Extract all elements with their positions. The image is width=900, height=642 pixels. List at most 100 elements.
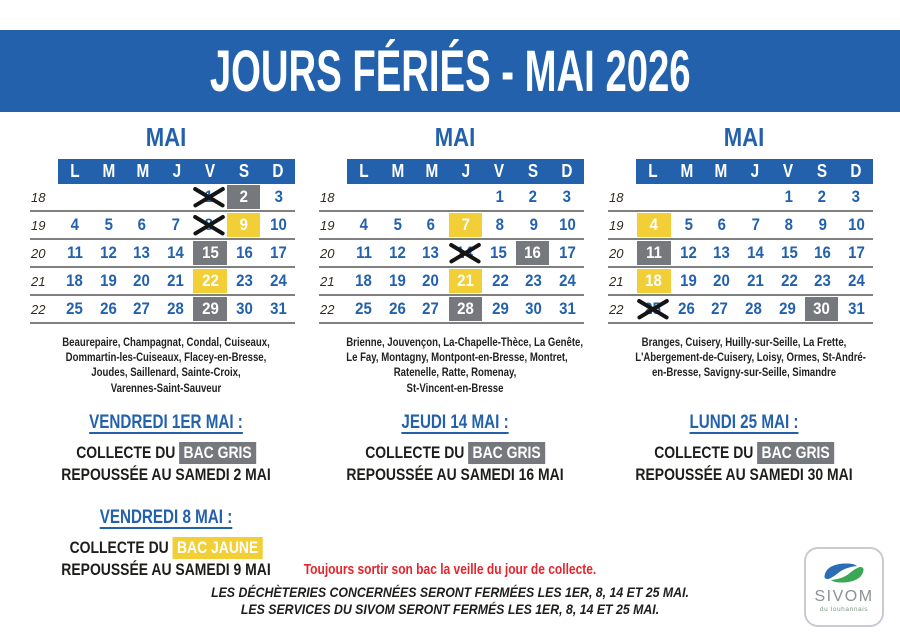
day-cell: 20	[125, 268, 159, 294]
day-number: 30	[236, 299, 254, 318]
day-cell-gray: 15	[192, 240, 228, 266]
day-cell	[125, 184, 159, 210]
day-cell: 23	[806, 268, 840, 294]
day-header: D	[561, 161, 573, 181]
day-cell: 12	[381, 240, 415, 266]
day-cell: 6	[414, 212, 448, 238]
notice-prefix: COLLECTE DU	[654, 443, 754, 462]
day-cell: 27	[125, 296, 159, 322]
logo-subtitle: du louhannais	[819, 606, 869, 614]
day-number: 7	[461, 215, 470, 234]
day-cell	[159, 184, 193, 210]
day-cell: 6	[705, 212, 739, 238]
day-number: 16	[814, 243, 832, 262]
day-cell: 9	[517, 212, 551, 238]
notice-line-1: COLLECTE DU BAC GRIS	[343, 442, 566, 464]
day-cell: 19	[92, 268, 126, 294]
day-number: 8	[495, 215, 505, 234]
notice-heading: LUNDI 25 MAI :	[689, 412, 799, 433]
day-number: 16	[524, 243, 542, 262]
day-number: 23	[525, 271, 543, 290]
day-cell	[92, 184, 126, 210]
day-header: M	[680, 161, 694, 181]
day-cell: 18	[347, 268, 381, 294]
calendar-week-row: 20 11 12 13 14 15 16 17	[319, 240, 584, 268]
day-cell: 10	[550, 212, 584, 238]
day-number: 8	[204, 215, 214, 234]
day-cell: 9	[806, 212, 840, 238]
collection-notice: JEUDI 14 MAI : COLLECTE DU BAC GRIS REPOUSS…	[319, 412, 591, 485]
notice-prefix: COLLECTE DU	[76, 443, 176, 462]
calendar-column: MAI L M M J V S D 18 1 2 3 19 4 5 6 7 8 9 10 20 11 12 13 14 15 16 1…	[319, 122, 591, 582]
calendar-week-row: 22 25 26 27 28 29 30 31	[319, 296, 584, 324]
day-cell: 7	[739, 212, 773, 238]
day-cell: 21	[159, 268, 193, 294]
day-header: D	[272, 161, 284, 181]
day-number: 5	[393, 215, 402, 234]
sivom-logo: SIVOM du louhannais	[804, 547, 884, 627]
day-cell: 24	[550, 268, 584, 294]
day-header: J	[461, 161, 470, 181]
calendar-week-row: 20 11 12 13 14 15 16 17	[30, 240, 295, 268]
day-cell-crossed: 8	[192, 212, 226, 238]
day-number: 25	[644, 299, 662, 318]
day-number: 23	[236, 271, 254, 290]
week-number: 21	[31, 273, 46, 289]
day-number: 18	[66, 271, 84, 290]
day-number: 9	[818, 215, 827, 234]
day-cell-yellow: 7	[448, 212, 484, 238]
day-number: 10	[847, 215, 865, 234]
day-cell-gray: 28	[448, 296, 484, 322]
day-cell: 5	[672, 212, 706, 238]
day-number: 12	[680, 243, 697, 262]
collection-notice: VENDREDI 1ER MAI : COLLECTE DU BAC GRIS REP…	[30, 412, 302, 485]
day-number: 30	[525, 299, 543, 318]
week-number: 20	[31, 245, 46, 261]
day-cell: 21	[739, 268, 773, 294]
notice-heading: VENDREDI 1ER MAI :	[89, 412, 243, 433]
calendar-week-row: 22 25 26 27 28 29 30 31	[30, 296, 295, 324]
day-number: 2	[239, 187, 248, 206]
calendar-week-row: 19 4 5 6 7 8 9 10	[319, 212, 584, 240]
day-number: 10	[558, 215, 576, 234]
footer-notes: Toujours sortir son bac la veille du jou…	[0, 561, 900, 617]
day-number: 19	[389, 271, 406, 290]
day-cell: 10	[261, 212, 295, 238]
collection-notice: VENDREDI 8 MAI : COLLECTE DU BAC JAUNE REPO…	[30, 507, 302, 580]
day-cell: 3	[261, 184, 295, 210]
day-number: 31	[847, 299, 865, 318]
day-number: 7	[171, 215, 180, 234]
day-header: J	[172, 161, 181, 181]
day-cell: 13	[125, 240, 159, 266]
calendar-week-row: 21 18 19 20 21 22 23 24	[608, 268, 873, 296]
day-cell: 24	[839, 268, 873, 294]
bin-label-gray: BAC GRIS	[468, 442, 545, 464]
week-number: 21	[609, 273, 624, 289]
closure-note-dechetteries: LES DÉCHÈTERIES CONCERNÉES SERONT FERMÉE…	[211, 584, 689, 600]
day-cell: 3	[839, 184, 873, 210]
day-cell-yellow: 21	[448, 268, 484, 294]
day-cell: 5	[92, 212, 126, 238]
day-cell: 1	[482, 184, 516, 210]
notice-prefix: COLLECTE DU	[69, 538, 169, 557]
day-cell: 8	[483, 212, 517, 238]
day-cell: 13	[705, 240, 739, 266]
day-number: 17	[847, 243, 865, 262]
day-number: 27	[711, 299, 729, 318]
communes-list: Branges, Cuisery, Huilly-sur-Seille, La …	[635, 335, 866, 380]
day-number: 28	[745, 299, 762, 318]
day-cell-crossed: 1	[192, 184, 226, 210]
day-number: 6	[426, 215, 436, 234]
calendar-week-row: 19 4 5 6 7 8 9 10	[608, 212, 873, 240]
day-cell: 19	[672, 268, 706, 294]
day-number: 27	[422, 299, 440, 318]
day-cell: 26	[92, 296, 126, 322]
day-number: 13	[133, 243, 151, 262]
notice-line-1: COLLECTE DU BAC GRIS	[632, 442, 855, 464]
calendar-week-row: 18 1 2 3	[30, 184, 295, 212]
week-number: 18	[320, 189, 335, 205]
day-cell	[415, 184, 449, 210]
communes-list: Brienne, Jouvençon, La-Chapelle-Thèce, L…	[346, 335, 584, 395]
day-cell: 2	[805, 184, 839, 210]
